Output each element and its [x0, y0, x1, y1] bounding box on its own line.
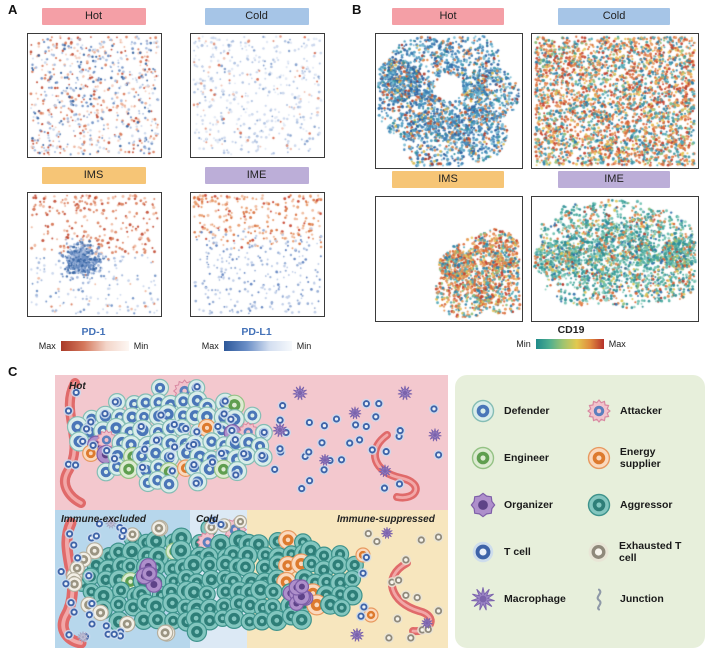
- panel-a-label: A: [8, 2, 18, 17]
- attacker-icon: [587, 399, 611, 423]
- plot-b-ime-scatter: [531, 196, 699, 322]
- colorbar-pdl1-min-label: Min: [296, 341, 312, 351]
- cell-legend-grid: Defender Attacker Engineer Energy supplier O…: [455, 375, 705, 623]
- region-hot-label: Hot: [69, 381, 86, 392]
- region-cold-label: Cold: [196, 514, 219, 525]
- legend-item-aggressor: Aggressor: [585, 491, 699, 519]
- colorbar-pdl1-gradient: [223, 341, 292, 351]
- colorbar-pdl1-title: PD-L1: [241, 326, 272, 338]
- plot-a-ims-header: IMS: [41, 167, 146, 184]
- panel-c-label: C: [8, 364, 18, 379]
- plot-b-hot: Hot: [375, 8, 523, 169]
- legend-item-energy-supplier: Energy supplier: [585, 444, 699, 472]
- defender-icon: [471, 399, 495, 423]
- plot-b-ime-header: IME: [558, 171, 670, 188]
- panel-b-label: B: [352, 2, 362, 17]
- plot-b-cold: Cold: [531, 8, 699, 169]
- cell-legend: Defender Attacker Engineer Energy supplier O…: [455, 375, 705, 648]
- plot-a-ime-scatter: [190, 192, 325, 317]
- junction-icon: [596, 588, 602, 611]
- engineer-icon: [471, 446, 495, 470]
- plot-a-hot-header: Hot: [41, 8, 146, 25]
- plot-b-ims: IMS: [375, 171, 523, 322]
- plot-b-ims-header: IMS: [392, 171, 504, 188]
- plot-a-ims: IMS: [27, 167, 162, 317]
- plot-a-ime: IME: [190, 167, 325, 317]
- colorbar-pd1-gradient: [60, 341, 129, 351]
- legend-item-label: Attacker: [620, 405, 663, 417]
- legend-item-label: Engineer: [504, 452, 549, 464]
- plot-b-ims-scatter: [375, 196, 523, 322]
- legend-item-label: Organizer: [504, 499, 554, 511]
- legend-item-label: Macrophage: [504, 593, 566, 605]
- region-immune-suppressed-label: Immune-suppressed: [337, 514, 435, 525]
- plot-a-cold-scatter: [190, 33, 325, 158]
- legend-item-organizer: Organizer: [469, 491, 585, 519]
- legend-item-macrophage: Macrophage: [469, 585, 585, 613]
- legend-item-label: Exhausted T cell: [619, 540, 682, 564]
- legend-item-label: T cell: [504, 546, 531, 558]
- plot-b-ime: IME: [531, 171, 699, 322]
- aggressor-icon: [587, 493, 611, 517]
- colorbar-cd19-gradient: [535, 339, 604, 349]
- plot-b-cold-header: Cold: [558, 8, 670, 25]
- plot-a-hot: Hot: [27, 8, 162, 158]
- legend-item-label: Defender: [504, 405, 550, 417]
- legend-item-exhausted-t-cell: Exhausted T cell: [585, 538, 699, 566]
- colorbar-pd1-title: PD-1: [81, 326, 106, 338]
- colorbar-pd1-min-label: Min: [133, 341, 149, 351]
- legend-item-attacker: Attacker: [585, 397, 699, 425]
- colorbar-pd1: PD-1 Max Min: [27, 326, 160, 351]
- organizer-icon: [470, 492, 496, 518]
- plot-a-cold-header: Cold: [204, 8, 309, 25]
- colorbar-cd19-min-label: Min: [516, 339, 531, 349]
- colorbar-pdl1: PD-L1 Max Min: [190, 326, 323, 351]
- panel-c-drawing: [56, 378, 444, 648]
- legend-item-defender: Defender: [469, 397, 585, 425]
- plot-a-ims-scatter: [27, 192, 162, 317]
- plot-b-cold-scatter: [531, 33, 699, 169]
- colorbar-cd19-max-label: Max: [608, 339, 626, 349]
- legend-item-label: Energy supplier: [619, 446, 661, 470]
- legend-item-label: Junction: [620, 593, 664, 605]
- legend-item-label: Aggressor: [620, 499, 673, 511]
- plot-b-hot-header: Hot: [392, 8, 504, 25]
- plot-a-hot-scatter: [27, 33, 162, 158]
- legend-item-junction: Junction: [585, 585, 699, 613]
- colorbar-pd1-max-label: Max: [38, 341, 56, 351]
- t-cell-icon: [472, 541, 494, 563]
- colorbar-pdl1-max-label: Max: [201, 341, 219, 351]
- colorbar-cd19: CD19 Min Max: [486, 324, 656, 349]
- legend-item-t-cell: T cell: [469, 538, 585, 566]
- region-immune-excluded-label: Immune-excluded: [61, 514, 147, 525]
- plot-a-ime-header: IME: [204, 167, 309, 184]
- macrophage-icon: [471, 587, 495, 611]
- energy-supplier-icon: [587, 446, 611, 470]
- plot-a-cold: Cold: [190, 8, 325, 158]
- plot-b-hot-scatter: [375, 33, 523, 169]
- exhausted-t-cell-icon: [588, 542, 609, 562]
- panel-c-illustration: Hot Immune-excluded Cold Immune-suppress…: [55, 375, 448, 648]
- colorbar-cd19-title: CD19: [557, 324, 585, 336]
- legend-item-engineer: Engineer: [469, 444, 585, 472]
